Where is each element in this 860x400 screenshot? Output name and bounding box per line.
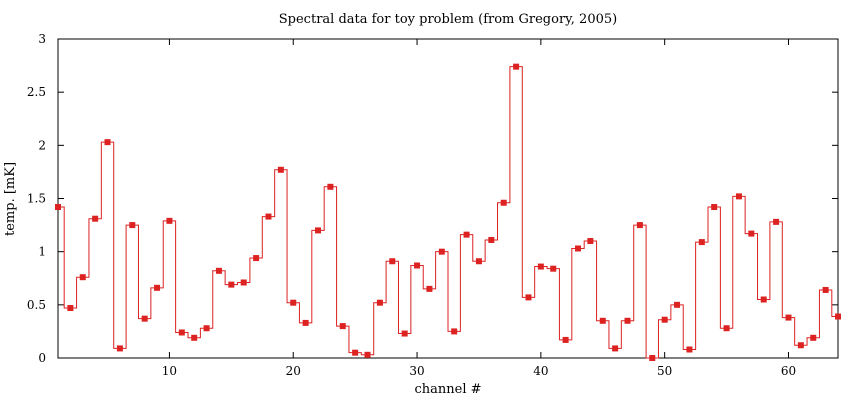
data-point (575, 245, 581, 252)
data-point (562, 336, 569, 343)
data-point (228, 281, 235, 288)
data-point (686, 346, 693, 353)
data-point (302, 319, 309, 326)
data-point (290, 299, 297, 306)
y-tick-label: 1.5 (27, 192, 46, 206)
y-axis-title: temp. [mK] (3, 162, 18, 236)
x-tick-label: 10 (162, 364, 177, 378)
data-point (735, 193, 742, 200)
y-tick-label: 2.5 (27, 85, 46, 99)
data-point (674, 301, 681, 308)
data-point (513, 63, 520, 70)
data-point (92, 215, 99, 222)
data-point (438, 248, 445, 255)
data-point (537, 263, 544, 270)
x-tick-label: 60 (781, 364, 796, 378)
data-point (277, 166, 284, 173)
y-tick-label: 2 (38, 138, 46, 152)
data-point (389, 258, 396, 265)
data-point (327, 183, 334, 190)
data-point (797, 342, 804, 349)
data-point (376, 299, 383, 306)
x-tick-label: 50 (657, 364, 672, 378)
data-point (636, 222, 643, 229)
data-point (698, 239, 705, 246)
data-point (649, 355, 656, 361)
data-point (79, 274, 86, 281)
data-point (822, 286, 829, 293)
data-point (748, 230, 755, 237)
data-point (488, 236, 495, 243)
data-point (414, 262, 421, 269)
data-point (215, 267, 222, 274)
data-point (785, 314, 792, 321)
data-point (67, 305, 74, 312)
data-point (352, 349, 359, 356)
data-point (315, 227, 321, 234)
data-point (240, 279, 247, 286)
data-point (500, 199, 507, 206)
data-point (711, 204, 718, 211)
data-point (141, 315, 148, 322)
data-point (116, 345, 123, 352)
data-point (599, 317, 606, 324)
y-tick-label: 1 (38, 245, 46, 259)
data-point (203, 325, 210, 332)
data-point (339, 323, 346, 330)
data-point (364, 351, 371, 358)
data-point (835, 313, 841, 320)
data-point (760, 296, 767, 303)
data-point (587, 238, 594, 245)
data-point (612, 345, 619, 352)
data-point (723, 325, 730, 332)
x-tick-label: 20 (286, 364, 301, 378)
data-point (773, 218, 780, 225)
data-point (661, 316, 668, 323)
data-point (253, 255, 260, 262)
data-point (451, 328, 458, 335)
data-point (810, 334, 817, 341)
data-point (129, 222, 136, 229)
y-tick-label: 0 (38, 351, 46, 365)
data-point (265, 213, 272, 220)
series-step-line (58, 66, 838, 359)
y-tick-label: 3 (38, 32, 46, 46)
data-point (624, 317, 631, 324)
plot-area: 0 0.5 1 1.5 2 2.5 3 10 20 30 40 50 60 (27, 32, 841, 378)
data-point (401, 330, 408, 337)
data-point (178, 329, 185, 336)
data-point (191, 334, 198, 341)
data-point (55, 204, 61, 211)
data-point (104, 139, 111, 146)
data-point (166, 217, 173, 224)
y-tick-label: 0.5 (27, 298, 46, 312)
x-axis-title: channel # (414, 382, 481, 397)
chart-title: Spectral data for toy problem (from Greg… (279, 12, 617, 27)
x-tick-label: 30 (409, 364, 424, 378)
data-point (550, 265, 557, 272)
data-point (154, 284, 161, 291)
data-point (475, 258, 482, 265)
x-tick-label: 40 (533, 364, 548, 378)
data-point (463, 231, 470, 238)
data-point (525, 294, 532, 301)
data-point (426, 285, 433, 292)
